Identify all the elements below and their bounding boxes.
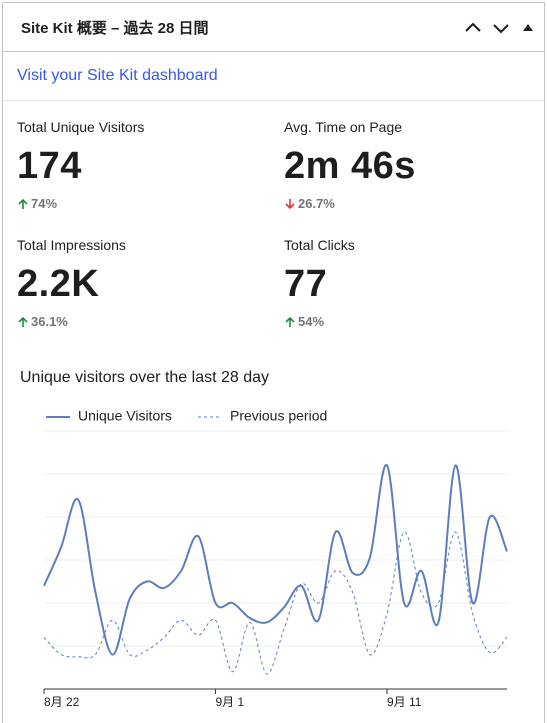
- chart: 8月 22 9月 1 9月 11 Unique Visitors Previous pe…: [43, 408, 508, 709]
- metric: Total Impressions 2.2K 36.1%: [17, 237, 267, 329]
- metric: Total Clicks 77 54%: [284, 237, 534, 329]
- move-up-button[interactable]: [463, 18, 483, 38]
- widget-title: Site Kit 概要 – 過去 28 日間: [21, 19, 209, 37]
- widget-header: Site Kit 概要 – 過去 28 日間: [3, 3, 544, 52]
- arrow-up: [18, 198, 28, 209]
- metrics: Total Unique Visitors 174 74% Avg. Time on …: [3, 101, 544, 346]
- metric-label: Total Impressions: [17, 237, 126, 253]
- metric-value: 2m 46s: [284, 145, 416, 187]
- dashboard-link[interactable]: Visit your Site Kit dashboard: [17, 67, 218, 84]
- metric-change-value: 74%: [31, 196, 58, 211]
- metric-change-value: 54%: [298, 314, 325, 329]
- arrow-up: [285, 316, 295, 327]
- metric-change: 26.7%: [284, 196, 534, 211]
- series-line: [43, 464, 508, 656]
- arrow-down: [285, 198, 295, 209]
- arrow-up: [18, 316, 28, 327]
- metric-value: 77: [284, 263, 328, 305]
- metric-change: 74%: [17, 196, 267, 211]
- metric-change-value: 36.1%: [31, 314, 68, 329]
- metric-label: Avg. Time on Page: [284, 119, 403, 135]
- legend-label: Previous period: [230, 408, 327, 424]
- move-down-button[interactable]: [491, 18, 511, 38]
- chart-title: Unique visitors over the last 28 day: [20, 369, 270, 386]
- x-tick-label: 9月 1: [215, 695, 244, 709]
- metric-change: 36.1%: [17, 314, 267, 329]
- link-row: Visit your Site Kit dashboard: [3, 52, 544, 101]
- metric: Avg. Time on Page 2m 46s 26.7%: [284, 119, 534, 211]
- legend-label: Unique Visitors: [78, 408, 172, 424]
- metric-label: Total Unique Visitors: [17, 119, 145, 135]
- metric-label: Total Clicks: [284, 237, 355, 253]
- metric-value: 2.2K: [17, 263, 100, 305]
- metric: Total Unique Visitors 174 74%: [17, 119, 267, 211]
- metric-change: 54%: [284, 314, 534, 329]
- metric-change-value: 26.7%: [298, 196, 335, 211]
- collapse-button[interactable]: [521, 18, 535, 38]
- x-tick-label: 8月 22: [44, 695, 80, 709]
- metric-value: 174: [17, 145, 82, 187]
- x-tick-label: 9月 11: [387, 695, 422, 709]
